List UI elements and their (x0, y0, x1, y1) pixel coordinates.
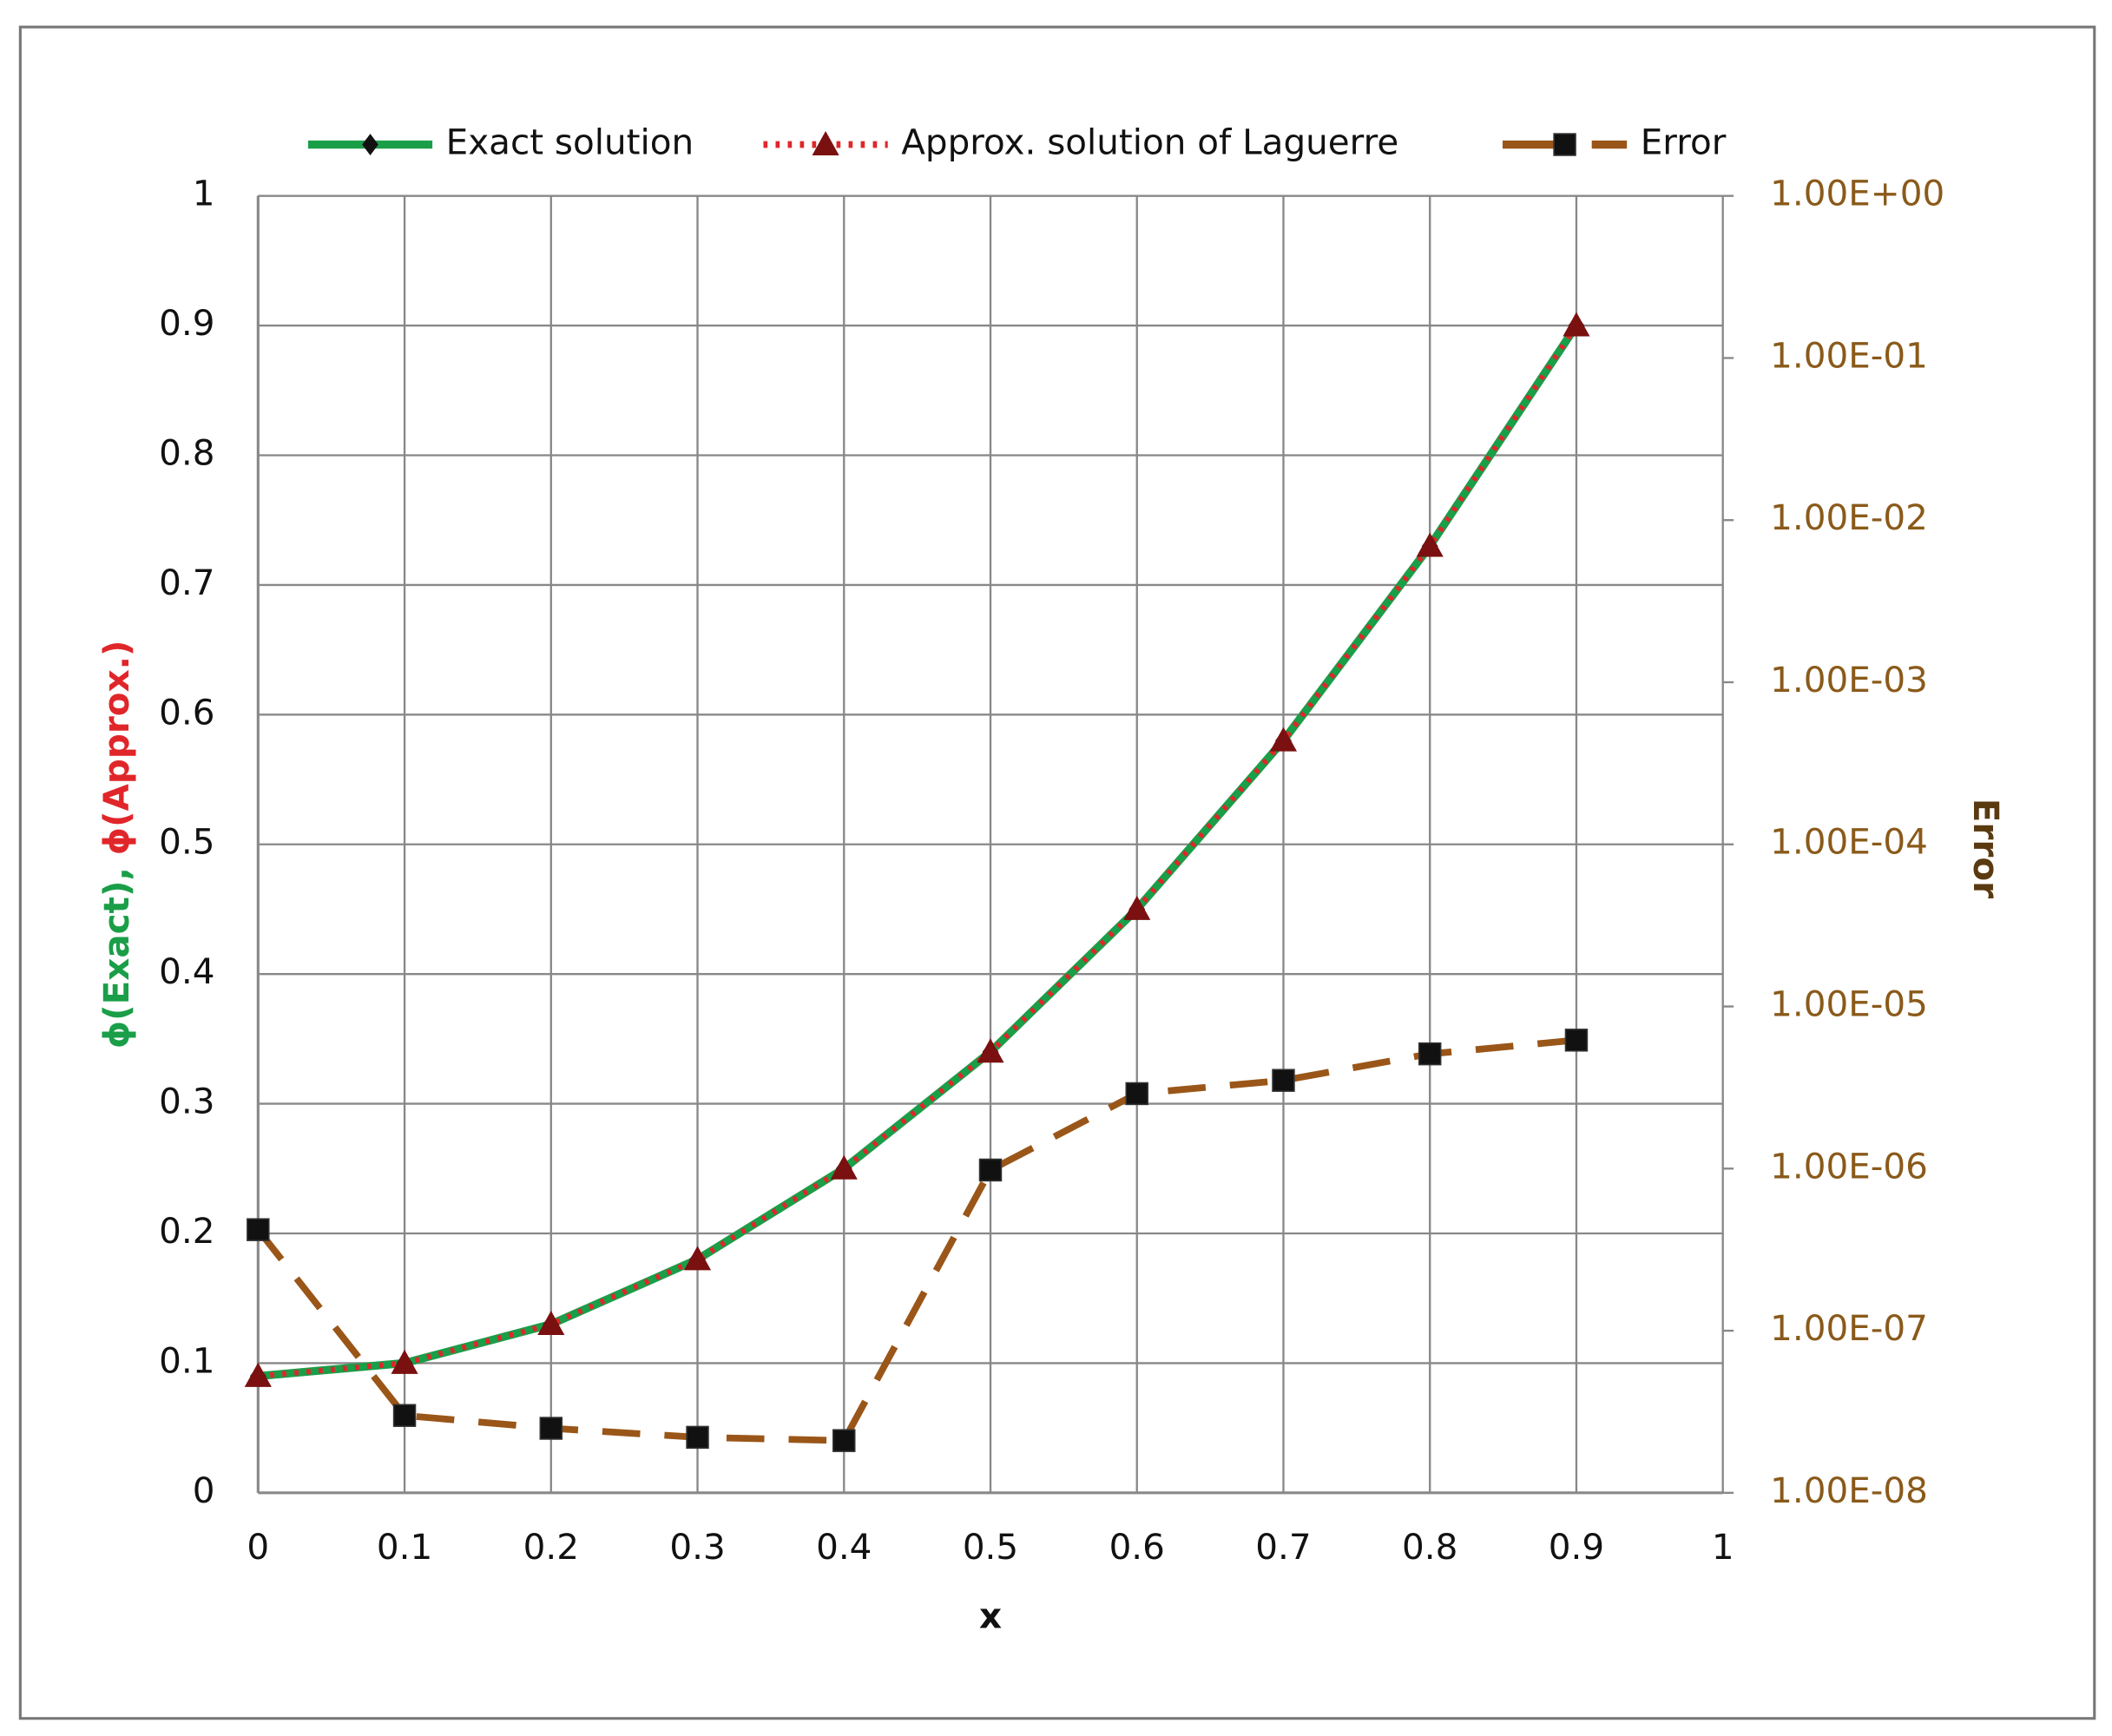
marker (1272, 1069, 1295, 1092)
y2-tick-label: 1.00E-05 (1770, 983, 1928, 1025)
marker (686, 1425, 709, 1450)
legend-label: Exact solution (446, 122, 694, 163)
marker (977, 1038, 1004, 1063)
marker (812, 130, 839, 155)
marker (539, 1417, 563, 1440)
y-label-approx: ϕ(Approx.) (95, 640, 137, 855)
y-tick-label: 0.6 (159, 691, 214, 733)
x-tick-label: 0.6 (1109, 1526, 1165, 1568)
marker (1269, 727, 1298, 752)
marker (832, 1429, 856, 1452)
marker (244, 1362, 272, 1387)
y2-axis-label: Error (1965, 799, 2007, 898)
y-label-exact: ϕ(Exact), (95, 867, 137, 1049)
y-tick-label: 0.2 (159, 1210, 214, 1252)
marker (1123, 895, 1151, 920)
y2-tick-label: 1.00E-04 (1770, 821, 1928, 863)
y2-tick-label: 1.00E-03 (1770, 659, 1928, 700)
marker (392, 1404, 417, 1427)
marker (1564, 1029, 1589, 1052)
marker (1553, 133, 1576, 156)
y-tick-label: 0.3 (159, 1081, 214, 1122)
x-axis-label: x (979, 1595, 1002, 1637)
x-tick-label: 0.8 (1402, 1526, 1457, 1568)
legend-label: Error (1641, 122, 1727, 163)
series-line (255, 1036, 1577, 1444)
x-tick-label: 0.1 (377, 1526, 432, 1568)
x-tick-label: 0.9 (1549, 1526, 1604, 1568)
y-tick-label: 0.1 (159, 1339, 214, 1381)
y2-tick-label: 1.00E-01 (1770, 334, 1928, 376)
y-axis-label: ϕ(Exact), ϕ(Approx.) (95, 640, 137, 1049)
marker (247, 1218, 270, 1241)
marker (1563, 312, 1590, 337)
y2-tick-label: 1.00E-02 (1770, 496, 1928, 538)
marker (683, 1246, 712, 1271)
y-tick-label: 0.5 (159, 821, 214, 863)
x-tick-label: 0 (247, 1526, 269, 1568)
marker (978, 1158, 1003, 1182)
series-line (258, 324, 1579, 1379)
marker (537, 1311, 565, 1336)
x-tick-label: 0.4 (816, 1526, 872, 1568)
y-tick-label: 0.7 (159, 562, 214, 603)
y-tick-label: 0 (193, 1470, 215, 1511)
marker (830, 1154, 858, 1180)
x-tick-label: 0.7 (1255, 1526, 1311, 1568)
chart-frame (18, 25, 2096, 1720)
x-tick-label: 0.2 (523, 1526, 579, 1568)
x-tick-label: 0.5 (963, 1526, 1018, 1568)
y2-tick-label: 1.00E-08 (1770, 1470, 1928, 1511)
x-tick-label: 1 (1712, 1526, 1734, 1568)
y2-tick-label: 1.00E-06 (1770, 1145, 1928, 1187)
y-tick-label: 0.8 (159, 432, 214, 474)
x-tick-label: 0.3 (669, 1526, 725, 1568)
y-tick-label: 1 (193, 173, 215, 214)
marker (362, 134, 378, 155)
y-tick-label: 0.9 (159, 302, 214, 344)
marker (1416, 532, 1444, 557)
marker (391, 1349, 418, 1374)
y2-tick-label: 1.00E+00 (1770, 173, 1944, 214)
marker (1125, 1082, 1148, 1106)
y2-tick-label: 1.00E-07 (1770, 1307, 1928, 1349)
legend-label: Approx. solution of Laguerre (901, 122, 1398, 163)
marker (1418, 1042, 1442, 1066)
y-tick-label: 0.4 (159, 950, 214, 992)
